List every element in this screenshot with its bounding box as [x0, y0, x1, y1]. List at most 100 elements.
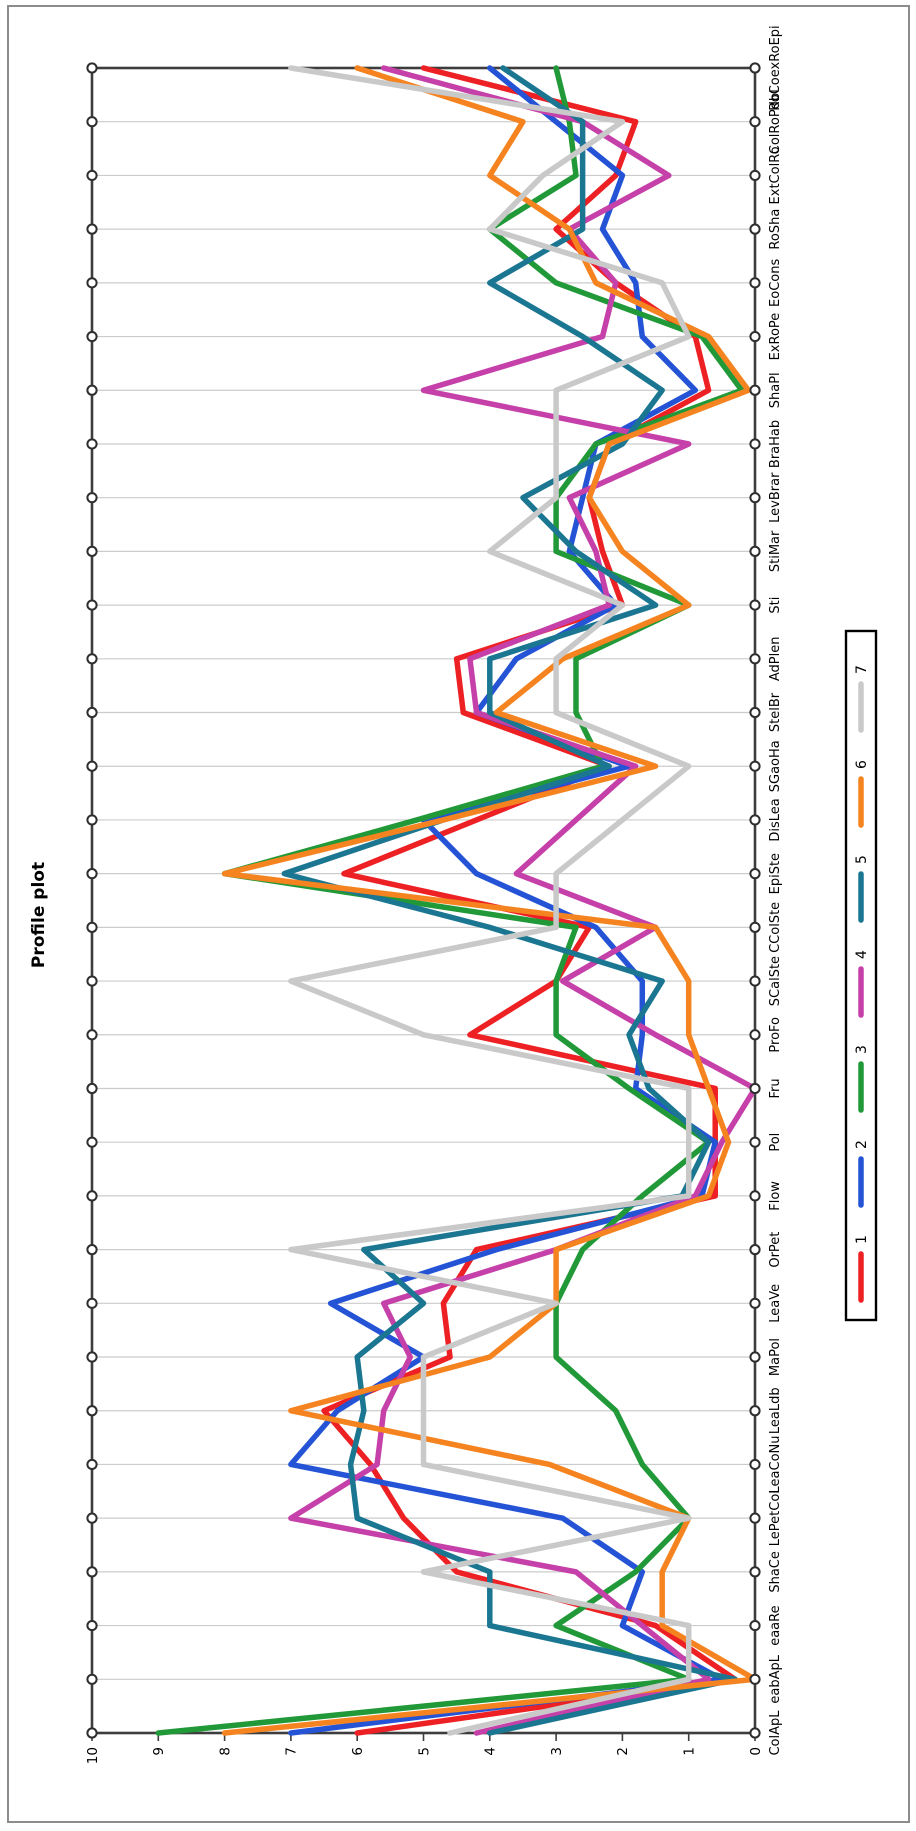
legend-label-3: 3: [854, 1045, 870, 1054]
series-line-1: [321, 65, 738, 1736]
axis-endpoint-marker: [86, 330, 98, 343]
chart-title: Profile plot: [29, 862, 49, 968]
value-axis-label: 5: [416, 1747, 432, 1756]
value-axis-label: 2: [615, 1747, 631, 1756]
axis-endpoint-marker: [86, 1136, 98, 1148]
axis-endpoint-marker: [749, 1727, 761, 1739]
category-labels-group: ColApLeabApLeaaReShaCeLePetColLeaCoNuLea…: [768, 25, 783, 1755]
legend-group: 1 2 3 4 5 6 7: [844, 629, 878, 1322]
axis-endpoint-marker: [86, 1512, 98, 1524]
axis-endpoint-marker: [749, 1029, 761, 1041]
category-label: DisLea: [768, 798, 783, 841]
series-lines-group: [155, 65, 758, 1736]
axis-endpoint-marker: [86, 1351, 98, 1363]
axis-endpoint-marker: [86, 921, 98, 933]
category-label: SCalSte: [768, 956, 783, 1006]
category-label: EoCons: [768, 259, 783, 307]
axis-endpoint-marker: [86, 438, 98, 450]
axis-endpoint-marker: [749, 1566, 761, 1578]
series-line-6: [221, 65, 758, 1736]
axis-endpoint-marker: [86, 545, 98, 557]
axis-endpoint-marker: [86, 706, 98, 719]
axis-endpoint-marker: [749, 1190, 761, 1202]
category-label: eaaRe: [768, 1605, 783, 1645]
axis-endpoint-marker: [749, 330, 761, 343]
axis-endpoint-marker: [749, 1673, 761, 1685]
category-label: LePetCol: [768, 1490, 783, 1546]
category-label: BraHab: [768, 420, 783, 468]
category-label: eabApL: [768, 1654, 783, 1703]
value-axis-label: 0: [748, 1747, 764, 1756]
axis-endpoint-marker: [86, 1619, 98, 1632]
legend-label-4: 4: [854, 950, 870, 959]
axis-endpoint-marker: [749, 1244, 761, 1256]
category-label: LeaLdb: [768, 1387, 783, 1434]
axis-endpoint-marker: [749, 599, 761, 611]
axis-endpoint-marker: [86, 492, 98, 504]
category-label: LeaVe: [768, 1284, 783, 1323]
category-label: ShaCe: [768, 1551, 783, 1593]
axis-endpoint-marker: [86, 277, 98, 289]
axis-endpoint-marker: [749, 814, 761, 826]
axis-endpoint-marker: [749, 1405, 761, 1417]
axis-endpoint-marker: [86, 599, 98, 611]
axis-endpoint-marker: [86, 814, 98, 826]
axis-endpoint-marker: [86, 116, 98, 128]
category-label: StiMar: [768, 530, 783, 572]
category-label: ExtColRo: [768, 146, 783, 204]
legend-label-1: 1: [854, 1235, 870, 1244]
axis-endpoint-marker: [86, 1727, 98, 1739]
axis-endpoint-marker: [749, 760, 761, 772]
legend-label-2: 2: [854, 1140, 870, 1149]
axis-endpoint-marker: [86, 1244, 98, 1256]
category-label: ProFo: [768, 1017, 783, 1053]
category-label: Pol: [768, 1133, 783, 1152]
axis-endpoint-marker: [749, 492, 761, 504]
axis-endpoint-marker: [86, 1029, 98, 1041]
axis-endpoint-markers-group: [86, 62, 761, 1739]
value-axis-label: 8: [217, 1747, 233, 1756]
axis-endpoint-marker: [86, 1190, 98, 1202]
value-axis-label: 1: [682, 1747, 698, 1756]
category-label: Sti: [768, 597, 783, 614]
series-line-3: [155, 65, 745, 1736]
category-label: ExRoPe: [768, 313, 783, 361]
axis-endpoint-marker: [86, 384, 98, 396]
category-label: StelBr: [768, 692, 783, 732]
axis-endpoint-marker: [749, 116, 761, 128]
axis-endpoint-marker: [86, 760, 98, 772]
axis-endpoint-marker: [86, 868, 98, 880]
axis-endpoint-marker: [749, 1512, 761, 1524]
axis-endpoint-marker: [86, 62, 98, 74]
axis-endpoint-marker: [749, 223, 761, 235]
axis-endpoint-marker: [86, 1405, 98, 1417]
axis-endpoint-marker: [749, 975, 761, 987]
axis-endpoint-marker: [86, 975, 98, 987]
series-line-4: [288, 65, 758, 1736]
category-label: Fru: [768, 1078, 783, 1098]
category-label: OrPet: [768, 1232, 783, 1268]
value-axis-label: 9: [151, 1747, 167, 1756]
category-label: EpiSte: [768, 853, 783, 894]
category-label: SGaoHa: [768, 740, 783, 792]
legend-label-6: 6: [854, 760, 870, 769]
axis-endpoint-marker: [749, 277, 761, 289]
axis-endpoint-marker: [749, 545, 761, 557]
category-label: Flow: [768, 1181, 783, 1211]
legend-label-5: 5: [854, 855, 870, 864]
category-label: RoSha: [768, 209, 783, 250]
category-label: RoCoexRoEpi: [768, 25, 783, 110]
axis-endpoint-marker: [749, 868, 761, 880]
axis-endpoint-marker: [86, 1297, 98, 1309]
category-label: LeaCoNu: [768, 1435, 783, 1493]
axis-endpoint-marker: [749, 706, 761, 719]
category-label: ColRoPdbl: [768, 89, 783, 154]
axis-endpoint-marker: [86, 1566, 98, 1578]
category-label: LevBrar: [768, 472, 783, 523]
axis-endpoint-marker: [749, 62, 761, 74]
value-axis-group: 0 1 2 3 4 5 6 7 8 9 10: [85, 1733, 764, 1764]
series-line-2: [288, 65, 725, 1736]
axis-endpoint-marker: [86, 1673, 98, 1685]
